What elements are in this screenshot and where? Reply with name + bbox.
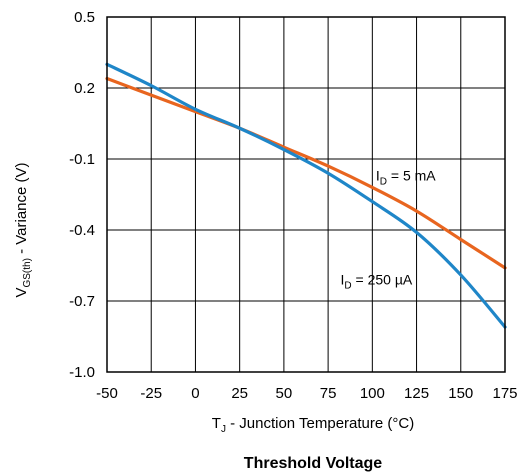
y-tick-label: -0.1 [69,151,95,168]
series-labels: ID = 5 mA ID = 250 µA [340,167,436,291]
x-axis-label: TJ - Junction Temperature (°C) [212,415,414,435]
series-layer [105,62,507,329]
series-line-id-250ua [105,62,507,329]
y-axis-label-main: V [13,288,30,298]
x-tick-label: 100 [360,385,385,402]
x-tick-label: 0 [191,385,199,402]
x-axis-tick-labels: -50 -25 0 25 50 75 100 125 150 175 [96,385,517,402]
grid-lines [106,16,506,373]
chart-title: Threshold Voltage [244,455,382,472]
y-axis-label: VGS(th) - Variance (V) [13,162,33,297]
x-tick-label: 75 [320,385,337,402]
y-tick-label: 0.2 [74,80,95,97]
y-tick-label: -0.4 [69,222,95,239]
x-axis-label-subscript: J [221,424,226,435]
x-tick-label: 150 [448,385,473,402]
x-tick-label: 125 [404,385,429,402]
series-label-id-5ma: ID = 5 mA [376,167,436,187]
x-tick-label: 50 [276,385,293,402]
y-axis-label-rest: - Variance (V) [13,162,30,258]
plot-area-frame [106,16,506,373]
x-tick-label: -25 [140,385,162,402]
y-tick-label: 0.5 [74,9,95,26]
x-tick-label: 175 [492,385,517,402]
series-line-id-5ma [105,76,507,270]
x-tick-label: -50 [96,385,118,402]
y-tick-label: -1.0 [69,364,95,381]
y-axis-tick-labels: 0.5 0.2 -0.1 -0.4 -0.7 -1.0 [69,9,95,381]
y-tick-label: -0.7 [69,293,95,310]
x-axis-label-rest: - Junction Temperature (°C) [226,415,414,432]
x-tick-label: 25 [231,385,248,402]
x-axis-label-main: T [212,415,221,432]
series-label-id-250ua: ID = 250 µA [340,271,412,291]
y-axis-label-subscript: GS(th) [22,258,33,287]
